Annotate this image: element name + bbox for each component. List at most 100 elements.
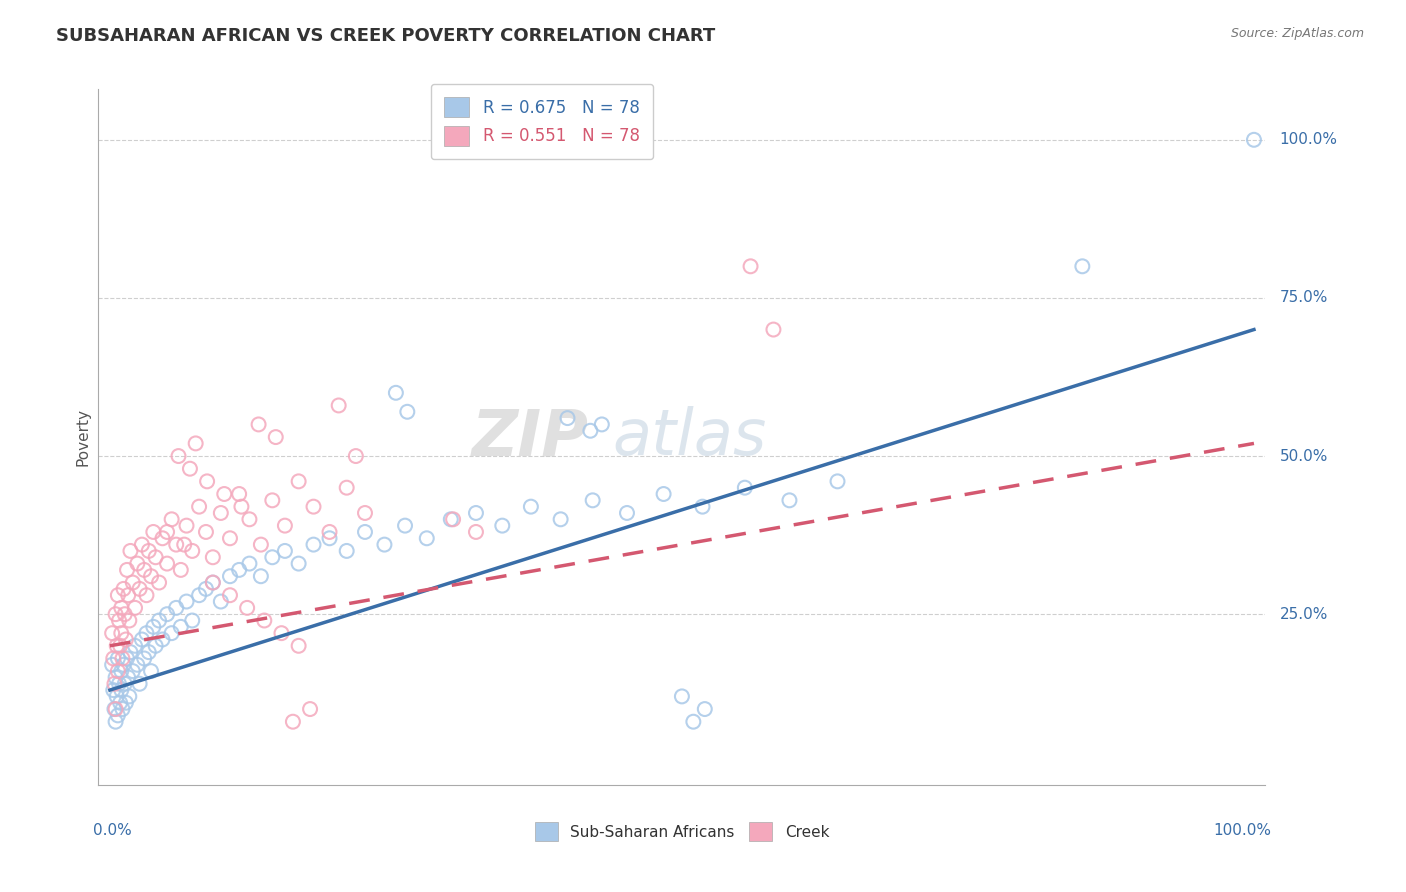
Point xyxy=(156,557,179,571)
Legend: Sub-Saharan Africans, Creek: Sub-Saharan Africans, Creek xyxy=(529,816,835,847)
Point xyxy=(440,512,463,526)
Text: 75.0%: 75.0% xyxy=(1279,291,1327,305)
Point xyxy=(127,557,149,571)
Point xyxy=(550,512,572,526)
Point xyxy=(165,538,187,552)
Point xyxy=(160,512,183,526)
Point xyxy=(152,632,174,647)
Point xyxy=(287,475,309,489)
Point xyxy=(115,563,138,577)
Point xyxy=(152,531,174,545)
Point xyxy=(287,557,309,571)
Point xyxy=(671,690,693,704)
Point xyxy=(228,487,250,501)
Point xyxy=(238,557,260,571)
Point xyxy=(124,600,146,615)
Point xyxy=(184,436,207,450)
Point xyxy=(652,487,675,501)
Point xyxy=(110,664,132,678)
Point xyxy=(1243,133,1265,147)
Point xyxy=(281,714,304,729)
Point xyxy=(103,677,125,691)
Point xyxy=(115,632,138,647)
Point xyxy=(131,632,153,647)
Point xyxy=(491,518,513,533)
Point xyxy=(115,696,138,710)
Point xyxy=(778,493,800,508)
Point xyxy=(579,424,602,438)
Point xyxy=(385,385,408,400)
Point xyxy=(209,594,232,608)
Point xyxy=(104,714,127,729)
Point xyxy=(134,651,156,665)
Point xyxy=(104,670,127,684)
Point xyxy=(264,430,287,444)
Point xyxy=(250,538,273,552)
Point xyxy=(231,500,253,514)
Point xyxy=(103,702,125,716)
Point xyxy=(336,481,359,495)
Point xyxy=(520,500,543,514)
Point xyxy=(238,512,260,526)
Point xyxy=(194,524,217,539)
Point xyxy=(740,260,762,274)
Point xyxy=(135,588,157,602)
Point xyxy=(104,607,127,622)
Point xyxy=(247,417,270,432)
Point xyxy=(287,639,309,653)
Point xyxy=(209,506,232,520)
Point xyxy=(302,500,325,514)
Point xyxy=(176,518,198,533)
Point xyxy=(138,544,160,558)
Point xyxy=(135,626,157,640)
Point xyxy=(121,575,143,590)
Point xyxy=(827,475,849,489)
Text: 50.0%: 50.0% xyxy=(1279,449,1327,464)
Point xyxy=(274,544,297,558)
Point xyxy=(117,588,139,602)
Point xyxy=(110,683,132,698)
Point xyxy=(194,582,217,596)
Point xyxy=(354,524,377,539)
Point xyxy=(111,702,134,716)
Point xyxy=(219,588,242,602)
Point xyxy=(156,524,179,539)
Point xyxy=(118,614,141,628)
Point xyxy=(118,690,141,704)
Point xyxy=(105,639,128,653)
Y-axis label: Poverty: Poverty xyxy=(75,408,90,467)
Point xyxy=(124,639,146,653)
Point xyxy=(120,645,142,659)
Point xyxy=(201,575,224,590)
Text: Source: ZipAtlas.com: Source: ZipAtlas.com xyxy=(1230,27,1364,40)
Point xyxy=(145,550,167,565)
Point xyxy=(262,550,284,565)
Point xyxy=(299,702,322,716)
Point xyxy=(270,626,292,640)
Text: atlas: atlas xyxy=(612,406,766,468)
Point xyxy=(145,639,167,653)
Point xyxy=(318,524,340,539)
Point xyxy=(107,708,129,723)
Point xyxy=(107,651,129,665)
Point xyxy=(121,664,143,678)
Point xyxy=(328,399,350,413)
Point xyxy=(262,493,284,508)
Point xyxy=(107,588,129,602)
Point xyxy=(416,531,439,545)
Point xyxy=(557,411,579,425)
Point xyxy=(165,600,187,615)
Point xyxy=(103,651,125,665)
Point xyxy=(734,481,756,495)
Point xyxy=(373,538,395,552)
Point xyxy=(465,506,488,520)
Point xyxy=(120,544,142,558)
Point xyxy=(142,620,165,634)
Point xyxy=(336,544,359,558)
Point xyxy=(112,657,135,672)
Point xyxy=(128,677,150,691)
Point xyxy=(682,714,704,729)
Point xyxy=(127,657,149,672)
Point xyxy=(693,702,716,716)
Point xyxy=(167,449,190,463)
